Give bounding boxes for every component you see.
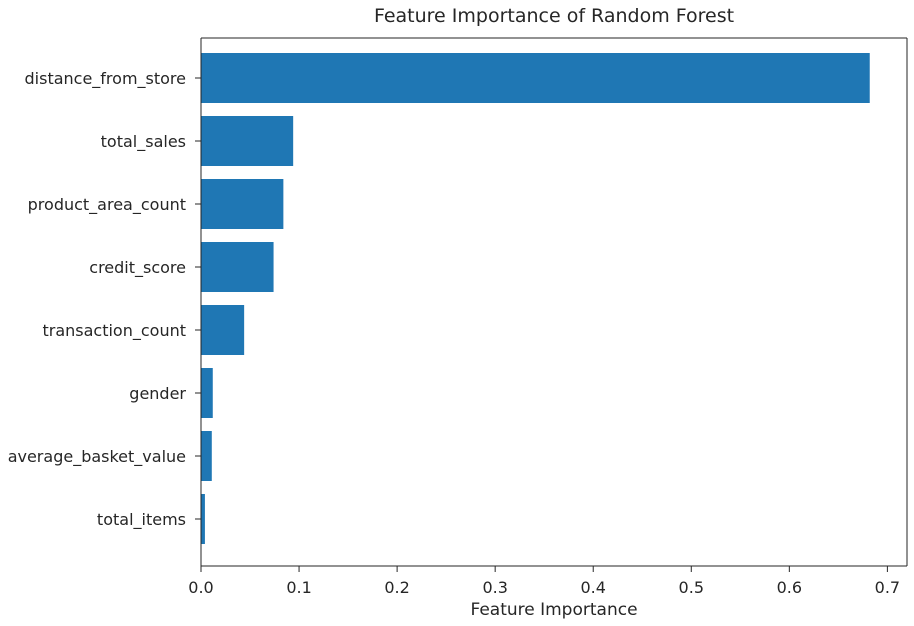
bar-distance-from-store [201, 53, 870, 103]
y-tick-label: total_items [97, 510, 186, 530]
x-axis-label: Feature Importance [470, 600, 637, 620]
bar-gender [201, 368, 213, 418]
y-tick-label: distance_from_store [25, 69, 187, 89]
x-tick-label: 0.2 [384, 578, 409, 597]
x-tick-label: 0.0 [188, 578, 213, 597]
y-tick-label: average_basket_value [8, 447, 186, 467]
x-tick-label: 0.1 [286, 578, 311, 597]
x-tick-label: 0.3 [482, 578, 507, 597]
bars-group [201, 53, 870, 544]
bar-credit-score [201, 242, 274, 292]
bar-average-basket-value [201, 431, 212, 481]
y-tick-label: transaction_count [42, 321, 186, 341]
x-tick-label: 0.5 [679, 578, 704, 597]
x-tick-label: 0.4 [580, 578, 605, 597]
x-tick-label: 0.7 [875, 578, 900, 597]
bar-total-items [201, 494, 205, 544]
x-tick-label: 0.6 [777, 578, 802, 597]
chart-title: Feature Importance of Random Forest [374, 5, 734, 27]
y-tick-label: total_sales [101, 132, 186, 152]
y-tick-label: credit_score [89, 258, 186, 278]
y-tick-label: product_area_count [28, 195, 186, 215]
bar-product-area-count [201, 179, 284, 229]
x-axis-ticks: 0.0 0.1 0.2 0.3 0.4 0.5 0.6 0.7 [188, 566, 900, 597]
y-axis-ticks: distance_from_store total_sales product_ar… [8, 69, 201, 530]
bar-total-sales [201, 116, 294, 166]
y-tick-label: gender [129, 384, 186, 403]
bar-transaction-count [201, 305, 245, 355]
